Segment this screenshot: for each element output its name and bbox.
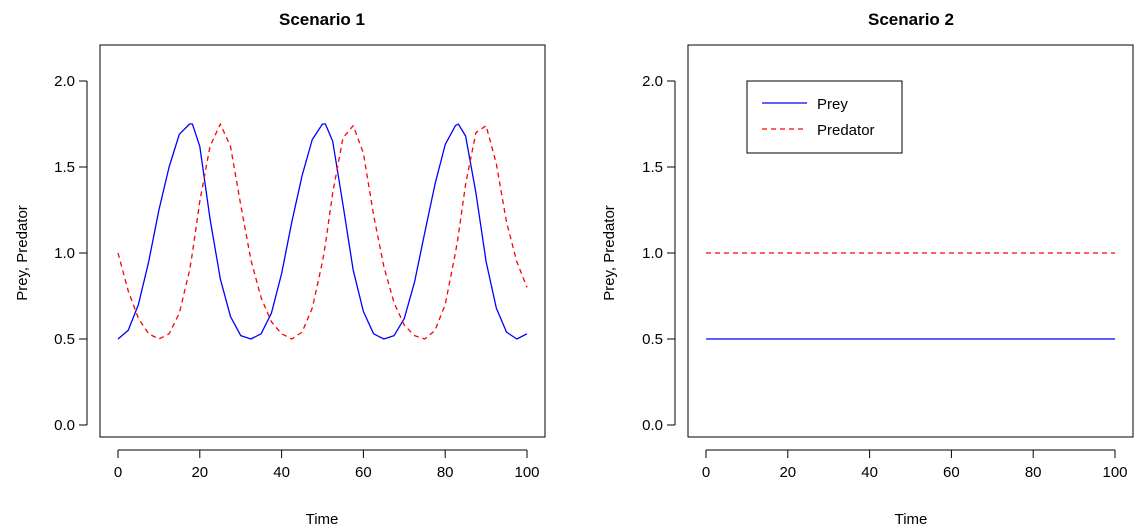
x-tick-label: 100	[514, 464, 539, 481]
x-tick-label: 60	[943, 464, 960, 481]
x-tick-label: 20	[191, 464, 208, 481]
y-tick-label: 0.5	[642, 331, 663, 348]
chart-title: Scenario 1	[279, 10, 365, 29]
y-tick-label: 1.0	[642, 245, 663, 262]
y-tick-label: 0.0	[54, 417, 75, 434]
legend-label: Prey	[817, 96, 848, 113]
y-axis-label: Prey, Predator	[14, 205, 31, 301]
x-axis-label: Time	[895, 511, 928, 528]
x-tick-label: 40	[861, 464, 878, 481]
x-tick-label: 0	[702, 464, 710, 481]
x-tick-label: 20	[779, 464, 796, 481]
x-tick-label: 100	[1102, 464, 1127, 481]
panel-scenario-1: Scenario 1 Time Prey, Predator 0 20 40 60 80…	[14, 10, 546, 528]
plot-frame	[687, 44, 1134, 438]
y-tick-label: 1.0	[54, 245, 75, 262]
predator-series-line	[117, 123, 528, 340]
y-tick-label: 1.5	[642, 159, 663, 176]
x-tick-label: 80	[437, 464, 454, 481]
plot-frame	[99, 44, 546, 438]
y-tick-label: 1.5	[54, 159, 75, 176]
legend-box	[746, 80, 903, 154]
legend-label: Predator	[817, 122, 875, 139]
x-tick-label: 0	[114, 464, 122, 481]
chart-title: Scenario 2	[868, 10, 954, 29]
y-tick-label: 0.5	[54, 331, 75, 348]
y-tick-label: 2.0	[54, 73, 75, 90]
y-axis-label: Prey, Predator	[601, 205, 618, 301]
x-tick-label: 60	[355, 464, 372, 481]
y-tick-label: 2.0	[642, 73, 663, 90]
prey-series-line	[117, 123, 528, 340]
x-tick-label: 80	[1025, 464, 1042, 481]
x-tick-label: 40	[273, 464, 290, 481]
y-tick-label: 0.0	[642, 417, 663, 434]
x-axis-label: Time	[306, 511, 339, 528]
panel-scenario-2: Scenario 2 Time Prey, Predator 0 20 40 60 80…	[601, 10, 1134, 528]
